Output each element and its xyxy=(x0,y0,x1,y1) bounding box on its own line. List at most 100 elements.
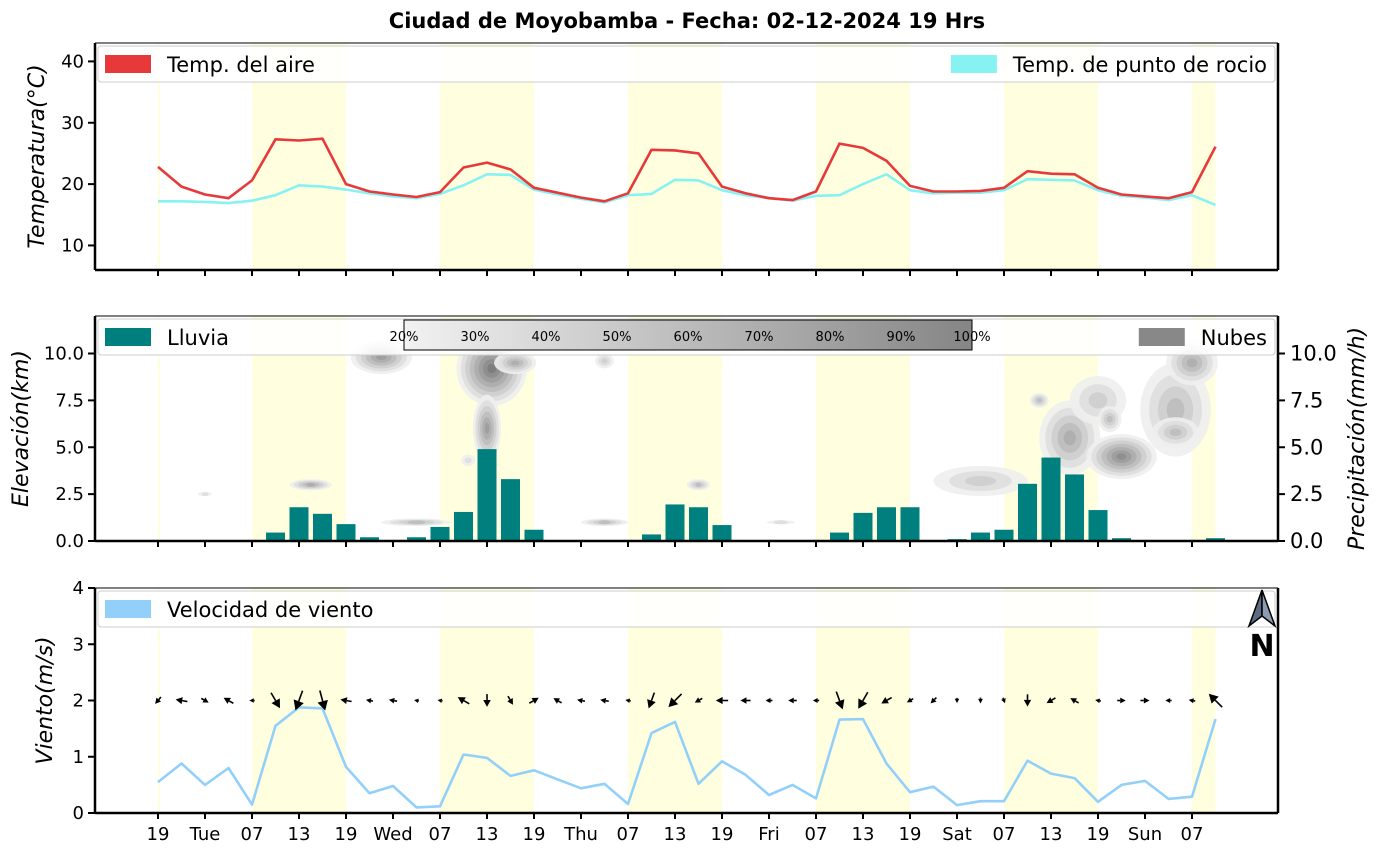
x-tick-label: 19 xyxy=(1087,824,1110,845)
wind-arrow xyxy=(1001,697,1006,704)
wind-arrow xyxy=(1070,698,1080,704)
wind-arrow xyxy=(388,697,398,704)
y-axis-label: Elevación(km) xyxy=(9,350,34,507)
rain-bar xyxy=(1018,483,1037,541)
wind-arrow-head xyxy=(858,698,868,709)
wind-arrow xyxy=(906,697,914,703)
y-axis-label: Temperatura(°C) xyxy=(25,64,50,248)
colorbar-label: 100% xyxy=(953,330,990,345)
day-band-start xyxy=(158,316,160,541)
cloud-contour xyxy=(376,354,387,361)
wind-arrow xyxy=(317,690,328,711)
day-band xyxy=(1192,43,1216,270)
wind-arrow-head xyxy=(1120,697,1126,704)
wind-arrow-head xyxy=(1165,698,1171,703)
wind-arrow xyxy=(437,698,443,703)
cloud-contour xyxy=(1088,392,1108,409)
y-tick-label: 0 xyxy=(73,803,84,824)
wind-arrow-shaft xyxy=(182,699,188,703)
y-tick-label: 1 xyxy=(73,747,84,768)
wind-arrow-head xyxy=(1046,697,1054,704)
rain-bar xyxy=(689,507,708,541)
wind-arrow-shaft xyxy=(200,697,205,701)
wind-arrow xyxy=(1188,698,1196,704)
wind-arrow xyxy=(553,698,562,704)
y-tick-label: 10.0 xyxy=(44,344,84,365)
wind-arrow-head xyxy=(457,697,466,705)
wind-arrow-shaft xyxy=(933,697,937,701)
wind-arrow-shaft xyxy=(158,696,162,701)
legend-wind-swatch xyxy=(105,600,151,618)
rain-bar xyxy=(430,526,450,541)
rain-bar xyxy=(454,511,473,541)
wind-arrow xyxy=(1165,698,1172,703)
wind-arrow-head xyxy=(1001,698,1006,704)
wind-arrow xyxy=(694,697,703,703)
rain-bar xyxy=(1065,474,1084,541)
chart-title: Ciudad de Moyobamba - Fecha: 02-12-2024 … xyxy=(389,9,985,33)
wind-arrow-head xyxy=(271,698,280,709)
wind-arrow-shaft xyxy=(886,696,893,701)
x-tick-label: Thu xyxy=(563,824,598,845)
wind-arrow-shaft xyxy=(1214,699,1223,708)
wind-arrow-head xyxy=(1143,697,1150,704)
y-right-tick-label: 2.5 xyxy=(1290,482,1323,506)
wind-arrow xyxy=(740,697,751,704)
rain-cloud-panel: 0.0 2.5 5.0 7.5 10.0 0.0 2.5 5.0 7.5 10.0 Elevació… xyxy=(9,315,1370,553)
series-line-wind xyxy=(157,705,1217,809)
rain-bar xyxy=(1112,538,1131,541)
x-tick-label: Sun xyxy=(1128,824,1162,845)
wind-arrow xyxy=(1046,697,1056,704)
wind-arrow xyxy=(249,698,255,703)
rain-bar xyxy=(501,479,520,541)
wind-arrow-head xyxy=(978,698,983,704)
colorbar-label: 40% xyxy=(532,330,561,345)
wind-arrow-shaft xyxy=(558,700,562,704)
wind-arrow xyxy=(457,697,470,705)
x-tick-label: 13 xyxy=(288,824,311,845)
y-tick-label: 4 xyxy=(73,578,84,599)
y-right-tick-label: 5.0 xyxy=(1290,435,1323,459)
wind-arrow-head xyxy=(1023,699,1032,707)
wind-arrow-shaft xyxy=(699,697,703,701)
wind-arrow-shaft xyxy=(346,699,352,703)
y-tick-label: 30 xyxy=(61,113,84,134)
rain-bar xyxy=(289,507,309,541)
cloud-contour xyxy=(1063,430,1076,446)
wind-arrow-head xyxy=(740,697,747,704)
wind-arrow-head xyxy=(388,697,395,704)
wind-arrow xyxy=(930,697,937,704)
wind-arrow xyxy=(577,697,586,704)
cloud-contour xyxy=(464,457,472,464)
cloud-contour xyxy=(487,363,497,374)
series-line-air xyxy=(157,137,1217,203)
wind-arrow xyxy=(812,698,820,703)
wind-arrow-head xyxy=(577,697,583,704)
legend-box xyxy=(97,590,1276,628)
rain-bar xyxy=(1206,538,1225,541)
rain-bar xyxy=(1041,457,1061,541)
y-tick-label: 0.0 xyxy=(55,531,84,552)
wind-arrow xyxy=(647,692,656,709)
rain-bar xyxy=(830,532,849,541)
series-line-dew xyxy=(158,173,1217,207)
rain-bar xyxy=(642,534,661,541)
wind-arrow xyxy=(881,696,893,704)
cloud-contour xyxy=(484,422,490,435)
wind-arrow-head xyxy=(249,698,254,703)
cloud-contour xyxy=(201,492,209,497)
wind-arrow-shaft xyxy=(674,693,683,702)
wind-arrow-head xyxy=(223,697,231,704)
legend-clouds-label: Nubes xyxy=(1201,326,1267,350)
wind-arrow-head xyxy=(788,697,794,704)
cloud-contour xyxy=(695,482,702,487)
wind-arrow-head xyxy=(483,699,491,707)
wind-arrow-head xyxy=(715,696,723,705)
wind-arrow xyxy=(1208,693,1223,708)
rain-bar xyxy=(336,524,356,541)
legend-air-label: Temp. del aire xyxy=(166,53,315,77)
wind-arrow xyxy=(788,697,797,704)
cloud-contour xyxy=(1036,398,1042,403)
wind-arrow xyxy=(625,698,631,704)
